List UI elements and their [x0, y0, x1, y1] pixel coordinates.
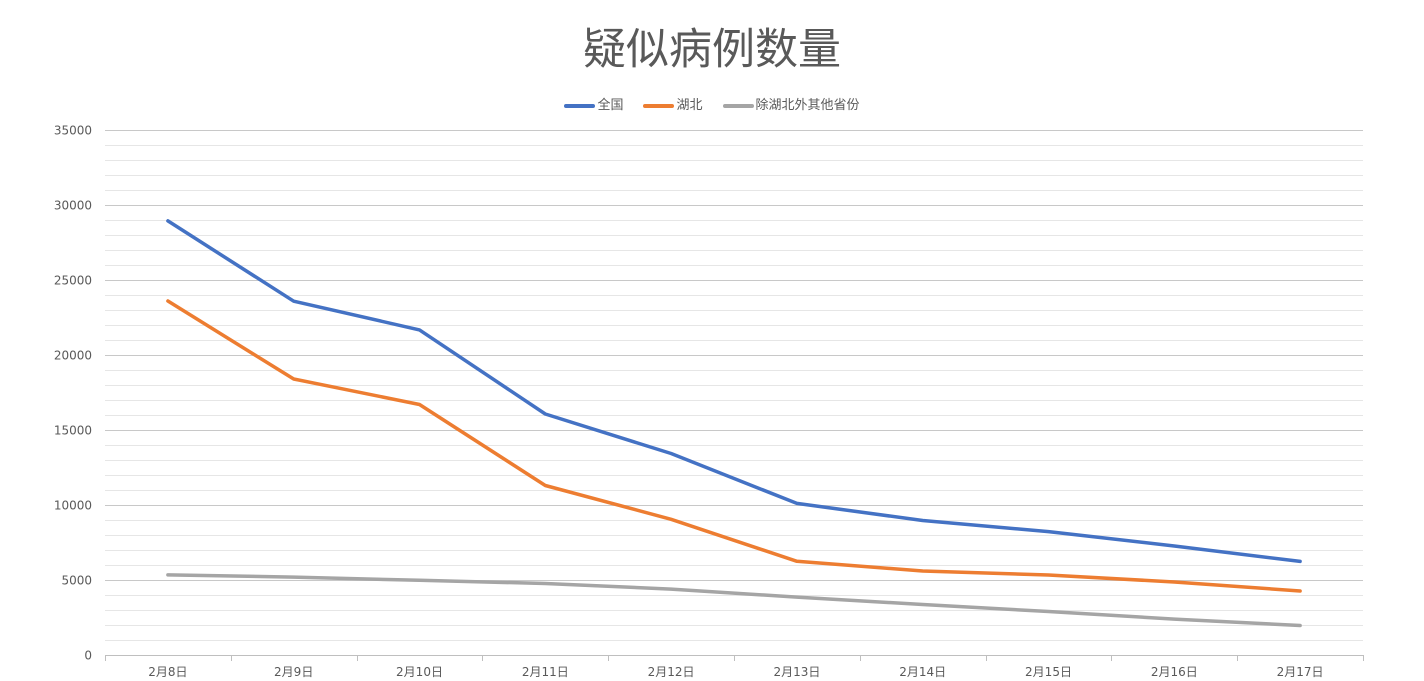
x-tick-label: 2月16日	[1151, 665, 1198, 679]
y-tick-label: 35000	[54, 124, 92, 138]
legend-item-national: 全国	[564, 97, 623, 115]
x-tick-label: 2月10日	[396, 665, 443, 679]
x-tick-label: 2月11日	[522, 665, 569, 679]
axes	[105, 655, 1364, 661]
legend-label-hubei: 湖北	[676, 98, 703, 113]
x-tick-label: 2月9日	[274, 665, 313, 679]
series-line-national	[166, 219, 1302, 564]
x-tick-label: 2月13日	[773, 665, 820, 679]
gridlines	[105, 130, 1363, 641]
x-tick-label: 2月14日	[899, 665, 946, 679]
legend-label-other-provinces: 除湖北外其他省份	[755, 98, 860, 113]
legend-label-national: 全国	[597, 98, 624, 113]
legend-swatch-national	[564, 104, 596, 108]
chart-title: 疑似病例数量	[583, 25, 841, 75]
legend-item-hubei: 湖北	[643, 97, 703, 115]
legend-swatch-other-provinces	[722, 104, 754, 108]
legend: 全国 湖北 除湖北外其他省份	[0, 97, 1424, 115]
y-tick-label: 10000	[54, 499, 92, 513]
x-tick-label: 2月15日	[1025, 665, 1072, 679]
y-tick-label: 30000	[54, 199, 92, 213]
x-tick-label: 2月12日	[648, 665, 695, 679]
y-tick-label: 25000	[54, 274, 92, 288]
legend-swatch-hubei	[643, 104, 675, 108]
x-tick-label: 2月17日	[1277, 665, 1324, 679]
series-line-other-provinces	[166, 573, 1302, 628]
tick-labels: 0 5000 10000 15000 20000 25000 30000 35000 2月8日 2…	[54, 124, 1324, 680]
y-tick-label: 15000	[54, 424, 92, 438]
legend-item-other-provinces: 除湖北外其他省份	[722, 97, 860, 115]
series-line-hubei	[166, 299, 1302, 593]
series-lines	[166, 219, 1302, 628]
x-tick-label: 2月8日	[148, 665, 187, 679]
y-tick-label: 5000	[61, 574, 92, 588]
y-tick-label: 0	[84, 649, 92, 663]
y-tick-label: 20000	[54, 349, 92, 363]
